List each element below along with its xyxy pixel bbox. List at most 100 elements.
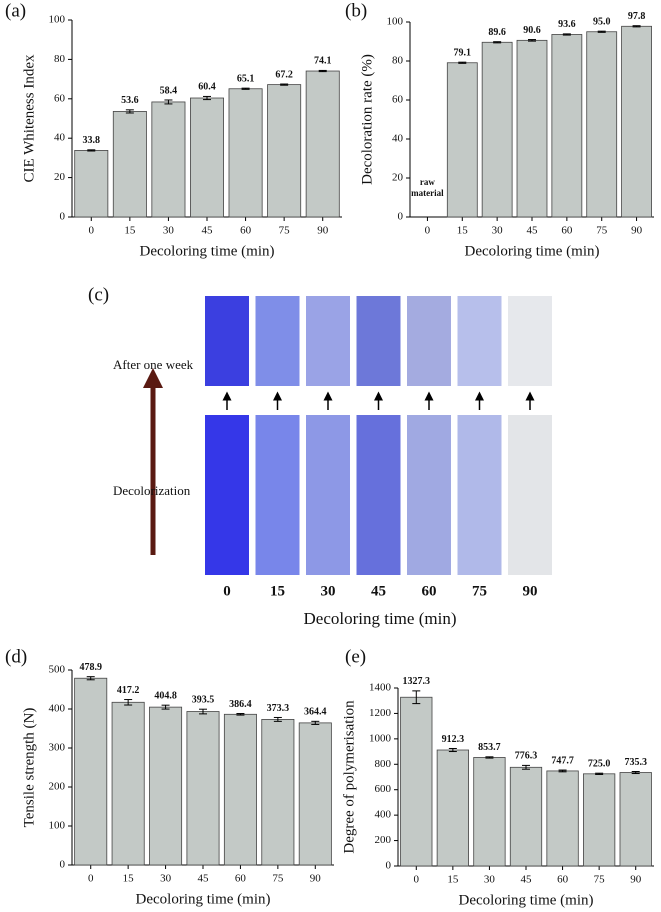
panel-label: (b) (345, 0, 367, 21)
value-label: 58.4 (160, 85, 178, 96)
annotation: raw (420, 177, 435, 187)
error-bar (528, 39, 536, 42)
bar (267, 84, 302, 218)
bar (583, 773, 616, 867)
bar (74, 677, 108, 866)
bar (112, 111, 147, 218)
error-bar (412, 690, 421, 705)
error-bar (199, 708, 207, 715)
panel-label: (d) (5, 646, 27, 667)
y-tick-label: 0 (386, 860, 392, 872)
y-tick-label: 100 (49, 14, 66, 26)
value-label: 912.3 (442, 734, 465, 745)
error-bar (161, 704, 170, 710)
x-tick-label: 75 (594, 874, 606, 886)
error-bar (124, 699, 133, 706)
y-tick-label: 20 (392, 172, 404, 184)
bar (261, 719, 295, 866)
y-tick-label: 100 (49, 820, 66, 832)
x-tick-label: 0 (425, 225, 431, 237)
x-tick-label: 0 (414, 874, 420, 886)
error-bar (203, 95, 211, 101)
bar (305, 70, 340, 218)
error-bar (311, 720, 320, 725)
sample-swatch (306, 415, 350, 575)
x-axis-title: Decoloring time (min) (140, 243, 275, 259)
value-label: 373.3 (267, 703, 290, 714)
annotation: material (411, 188, 444, 198)
x-tick-label: 75 (472, 583, 487, 599)
bar (546, 770, 579, 867)
x-axis-title: Decoloring time (min) (304, 609, 457, 628)
x-tick-label: 30 (484, 874, 496, 886)
error-bar (125, 109, 134, 114)
bar (400, 696, 433, 867)
bar (151, 101, 186, 218)
value-label: 90.6 (523, 25, 541, 36)
value-label: 404.8 (154, 690, 177, 701)
row-label: Decolorization (113, 483, 191, 498)
y-tick-label: 200 (375, 834, 392, 846)
panel-label: (c) (88, 284, 109, 305)
sample-swatch (407, 415, 451, 575)
bar (481, 41, 513, 218)
value-label: 95.0 (593, 16, 611, 27)
x-axis-title: Decoloring time (min) (465, 243, 600, 259)
x-tick-label: 45 (527, 225, 539, 237)
y-tick-label: 300 (49, 742, 66, 754)
error-bar (86, 676, 95, 681)
value-label: 79.1 (454, 47, 472, 58)
y-tick-label: 80 (392, 55, 404, 67)
bar (111, 701, 145, 866)
error-bar (458, 61, 467, 64)
sample-swatch (306, 296, 350, 386)
x-tick-label: 0 (223, 583, 231, 599)
value-label: 478.9 (79, 662, 102, 673)
value-label: 725.0 (588, 758, 611, 769)
error-bar (273, 716, 282, 722)
error-bar (597, 30, 606, 33)
x-tick-label: 75 (596, 225, 608, 237)
y-tick-label: 1200 (369, 707, 392, 719)
error-bar (164, 99, 173, 105)
value-label: 393.5 (192, 694, 215, 705)
bar (446, 62, 478, 218)
sample-swatch (356, 296, 401, 386)
x-tick-label: 15 (457, 225, 469, 237)
error-bar (522, 764, 530, 770)
y-axis-title: Degree of polymerisation (341, 700, 357, 854)
sample-swatch (255, 296, 300, 386)
x-tick-label: 60 (235, 873, 247, 885)
y-tick-label: 20 (54, 171, 66, 183)
x-tick-label: 60 (422, 583, 437, 599)
bar (586, 31, 618, 218)
error-bar (631, 770, 640, 775)
x-tick-label: 45 (371, 583, 386, 599)
sample-swatch (356, 415, 401, 575)
x-tick-label: 45 (198, 873, 210, 885)
value-label: 67.2 (275, 69, 293, 80)
bar (436, 749, 469, 867)
y-tick-label: 60 (392, 94, 404, 106)
y-tick-label: 1400 (369, 682, 392, 694)
y-tick-label: 400 (49, 703, 66, 715)
sample-swatch (205, 415, 249, 575)
bar (190, 97, 224, 218)
x-tick-label: 0 (89, 225, 95, 237)
x-tick-label: 90 (523, 583, 538, 599)
x-tick-label: 15 (124, 225, 136, 237)
sample-swatch (508, 415, 552, 575)
x-tick-label: 90 (310, 873, 322, 885)
row-label: After one week (113, 357, 194, 372)
bar (516, 39, 548, 218)
y-tick-label: 100 (387, 16, 404, 28)
error-bar (87, 149, 96, 152)
y-tick-label: 600 (375, 783, 392, 795)
x-tick-label: 60 (557, 874, 569, 886)
y-tick-label: 60 (54, 92, 66, 104)
error-bar (558, 769, 567, 773)
error-bar (595, 772, 604, 775)
x-axis-title: Decoloring time (min) (136, 891, 271, 907)
x-tick-label: 75 (272, 873, 284, 885)
